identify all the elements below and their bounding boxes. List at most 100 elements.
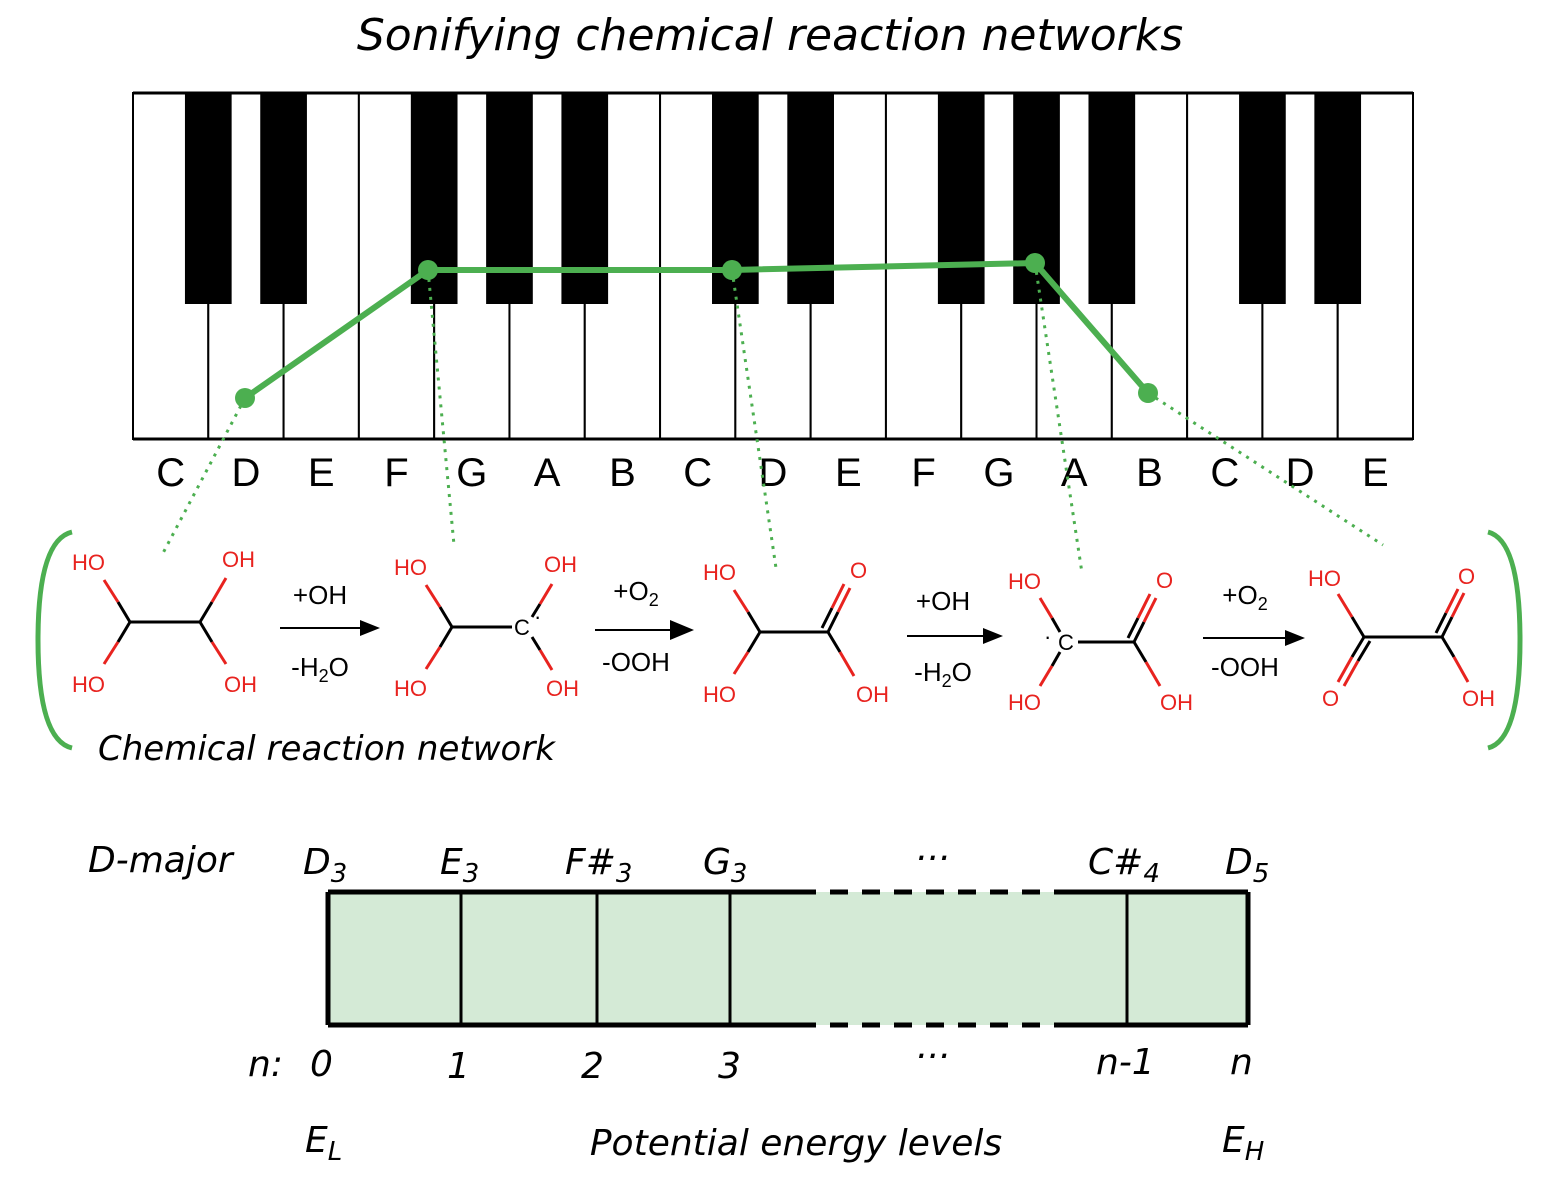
key-label-10: E	[835, 451, 862, 495]
molecule-1: HO OH HO OH	[72, 547, 257, 697]
note-label-d5: D5	[1225, 842, 1269, 889]
svg-text:HO: HO	[394, 676, 427, 701]
black-key-d-sharp-9	[787, 93, 834, 304]
svg-text:OH: OH	[1462, 686, 1495, 711]
svg-text:-OOH: -OOH	[1211, 652, 1279, 682]
left-bracket	[35, 529, 73, 751]
black-key-d-sharp-16	[1314, 93, 1362, 304]
svg-text:OH: OH	[544, 552, 577, 577]
reaction-arrow-4: +O2 -OOH	[1203, 580, 1305, 682]
key-label-12: G	[983, 451, 1014, 495]
svg-text:HO: HO	[1308, 566, 1341, 591]
key-label-1: C	[156, 451, 185, 495]
black-key-a-sharp-13	[1088, 93, 1136, 304]
svg-text:C: C	[1058, 630, 1074, 655]
svg-text:HO: HO	[72, 550, 105, 575]
key-label-6: A	[534, 451, 561, 495]
connector-5	[1147, 391, 1384, 547]
note-label-d3: D3	[303, 842, 347, 889]
scale-notes: D3 E3 F#3 G3 ··· C#4 D5	[303, 838, 1269, 889]
reaction-arrow-3: +OH -H2O	[907, 586, 1003, 691]
svg-text:-OOH: -OOH	[602, 647, 670, 677]
melody-point-5	[1138, 383, 1158, 403]
key-label-14: B	[1136, 451, 1163, 495]
key-label-5: G	[456, 451, 487, 495]
index-3: 3	[718, 1046, 741, 1087]
index-n: n	[1230, 1042, 1253, 1083]
svg-text:OH: OH	[222, 547, 255, 572]
index-0: 0	[310, 1044, 333, 1085]
connector-4	[1033, 262, 1084, 574]
svg-text:+OH: +OH	[293, 580, 347, 610]
svg-text:HO: HO	[1008, 690, 1041, 715]
key-label-15: C	[1210, 451, 1239, 495]
connector-2	[426, 269, 456, 546]
melody-point-3	[722, 260, 742, 280]
svg-text:O: O	[1322, 686, 1339, 711]
svg-text:O: O	[1156, 568, 1173, 593]
svg-text:HO: HO	[703, 682, 736, 707]
svg-text:HO: HO	[72, 672, 105, 697]
black-key-c-sharp-1	[184, 93, 232, 304]
energy-levels: D-major D3 E3 F#3 G3 ··· C#4 D5 n: 0 1 2…	[88, 838, 1269, 1167]
index-ellipsis: ···	[915, 1036, 949, 1077]
svg-text:+OH: +OH	[916, 586, 970, 616]
note-label-fs3: F#3	[565, 842, 632, 889]
index-1: 1	[447, 1046, 470, 1087]
melody-point-1	[235, 388, 255, 408]
svg-text:-H2O: -H2O	[914, 657, 972, 691]
energy-bar-fill	[328, 892, 1248, 1025]
svg-text:O: O	[850, 558, 867, 583]
note-label-cs4: C#4	[1088, 842, 1160, 889]
index-n-minus-1: n-1	[1096, 1042, 1155, 1083]
svg-text:-H2O: -H2O	[291, 652, 349, 686]
svg-text:+O2: +O2	[613, 576, 658, 610]
black-key-d-sharp-2	[260, 93, 307, 304]
reaction-arrow-1: +OH -H2O	[280, 580, 380, 686]
melody-point-2	[418, 260, 438, 280]
key-label-16: D	[1286, 451, 1315, 495]
figure-title: Sonifying chemical reaction networks	[357, 10, 1183, 61]
reaction-arrow-2: +O2 -OOH	[595, 576, 694, 677]
svg-text:HO: HO	[703, 560, 736, 585]
molecule-3: HO O HO OH	[703, 558, 889, 707]
svg-text:O: O	[1458, 564, 1475, 589]
key-label-11: F	[911, 451, 935, 495]
n-prefix: n:	[248, 1044, 283, 1085]
key-label-7: B	[609, 451, 636, 495]
svg-text:OH: OH	[856, 682, 889, 707]
levels-label: Potential energy levels	[590, 1123, 1002, 1164]
svg-text:OH: OH	[546, 676, 579, 701]
key-label-4: F	[384, 451, 408, 495]
svg-text:OH: OH	[1160, 690, 1193, 715]
melody-point-4	[1025, 253, 1045, 273]
key-label-17: E	[1362, 451, 1389, 495]
network-label: Chemical reaction network	[98, 729, 556, 769]
black-key-f-sharp-11	[937, 93, 985, 304]
svg-text:·: ·	[1044, 624, 1051, 649]
svg-text:HO: HO	[1008, 569, 1041, 594]
svg-text:·: ·	[534, 604, 541, 629]
right-bracket	[1487, 529, 1523, 751]
energy-low-label: EL	[305, 1120, 342, 1167]
connector-1	[160, 397, 247, 556]
molecule-5: HO O O OH	[1308, 564, 1495, 711]
index-2: 2	[581, 1046, 604, 1087]
melody-line	[235, 253, 1158, 408]
svg-text:+O2: +O2	[1222, 580, 1267, 614]
molecule-4: · C HO O HO OH	[1008, 568, 1193, 715]
svg-text:HO: HO	[394, 555, 427, 580]
scale-name: D-major	[88, 840, 235, 881]
key-label-13: A	[1061, 451, 1088, 495]
note-molecule-connectors	[160, 262, 1384, 574]
key-label-8: C	[683, 451, 712, 495]
key-label-3: E	[308, 451, 335, 495]
note-label-g3: G3	[703, 842, 747, 889]
molecule-2: C · HO OH HO OH	[394, 552, 579, 701]
svg-text:C: C	[514, 615, 530, 640]
svg-text:OH: OH	[224, 672, 257, 697]
energy-high-label: EH	[1222, 1120, 1264, 1167]
